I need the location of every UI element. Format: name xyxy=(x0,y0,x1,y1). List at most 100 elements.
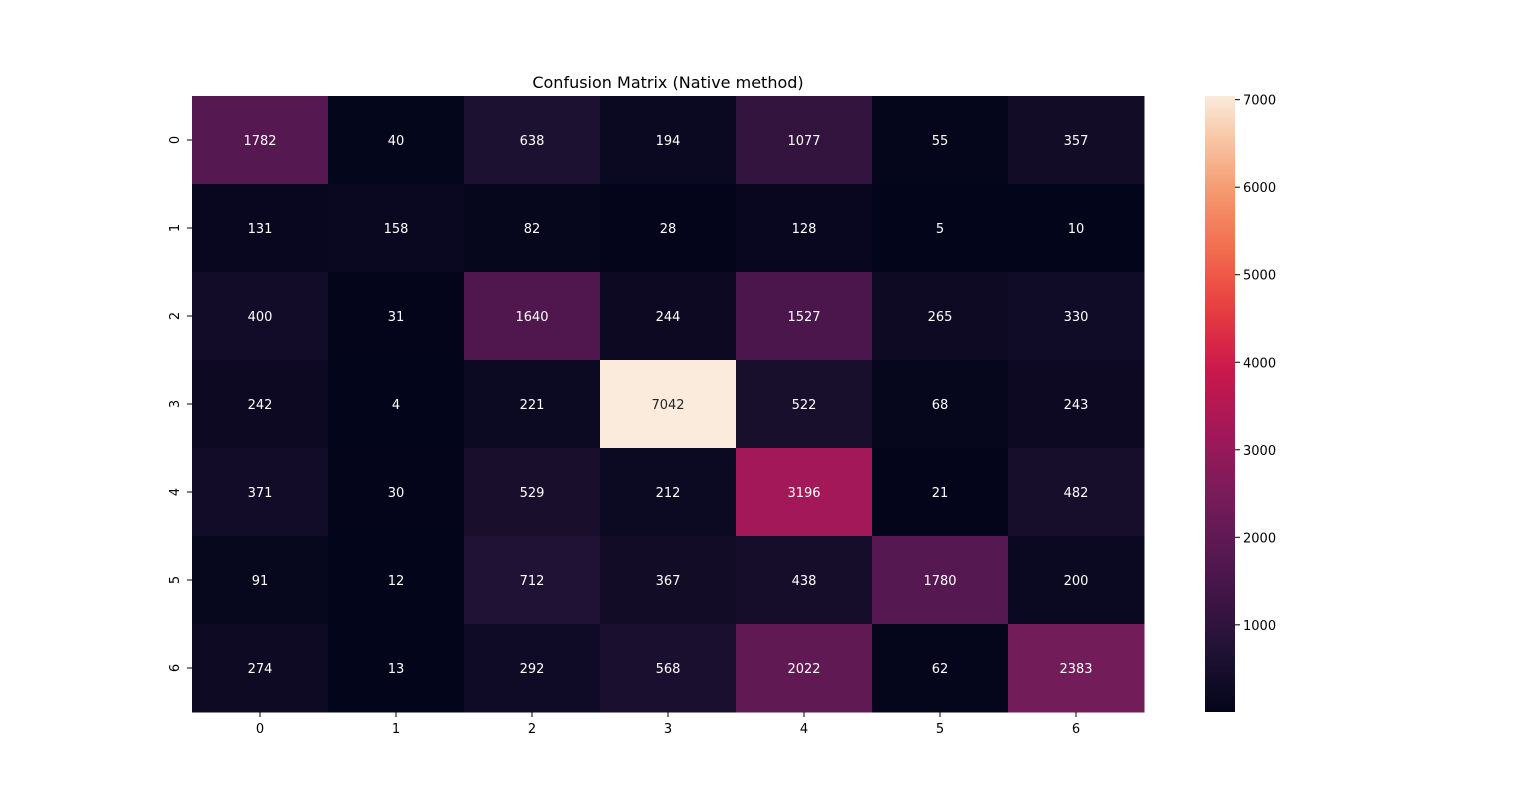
cell-value-label-4-4: 3196 xyxy=(787,486,820,501)
cell-value-label-1-3: 28 xyxy=(660,222,677,237)
heatmap-cell-2-5 xyxy=(872,272,1009,361)
x-tick-label-2: 2 xyxy=(528,722,536,737)
cell-value-label-5-6: 200 xyxy=(1064,574,1089,589)
heatmap-cell-5-2 xyxy=(464,536,601,625)
heatmap-cell-4-6 xyxy=(1008,448,1145,537)
heatmap-cell-4-2 xyxy=(464,448,601,537)
x-tick-label-5: 5 xyxy=(936,722,944,737)
heatmap-cell-3-4 xyxy=(736,360,873,449)
cell-value-label-6-1: 13 xyxy=(388,662,405,677)
cell-value-label-0-0: 1782 xyxy=(243,134,276,149)
x-tick-label-1: 1 xyxy=(392,722,400,737)
heatmap-cell-5-1 xyxy=(328,536,465,625)
colorbar-tick-label-0: 1000 xyxy=(1243,619,1276,634)
heatmap-cell-5-3 xyxy=(600,536,737,625)
cell-value-label-2-5: 265 xyxy=(928,310,953,325)
cell-value-label-0-3: 194 xyxy=(656,134,681,149)
heatmap-cell-1-1 xyxy=(328,184,465,273)
chart-title: Confusion Matrix (Native method) xyxy=(532,73,803,92)
heatmap-cell-2-2 xyxy=(464,272,601,361)
heatmap-cell-4-1 xyxy=(328,448,465,537)
heatmap-cell-3-1 xyxy=(328,360,465,449)
cell-value-label-3-2: 221 xyxy=(520,398,545,413)
cell-value-label-5-2: 712 xyxy=(520,574,545,589)
heatmap-cell-3-0 xyxy=(192,360,329,449)
heatmap-cell-6-5 xyxy=(872,624,1009,713)
heatmap-cell-1-4 xyxy=(736,184,873,273)
heatmap-cell-0-0 xyxy=(192,96,329,185)
colorbar: 1000 2000 3000 4000 5000 6000 7000 xyxy=(1205,94,1276,712)
heatmap-cell-6-2 xyxy=(464,624,601,713)
y-tick-label-5: 5 xyxy=(168,576,183,584)
cell-value-label-5-1: 12 xyxy=(388,574,405,589)
x-tick-label-4: 4 xyxy=(800,722,808,737)
heatmap-cell-1-5 xyxy=(872,184,1009,273)
cell-value-label-6-0: 274 xyxy=(248,662,273,677)
heatmap-cell-2-3 xyxy=(600,272,737,361)
heatmap-cell-0-5 xyxy=(872,96,1009,185)
cell-value-label-4-6: 482 xyxy=(1064,486,1089,501)
colorbar-gradient xyxy=(1205,96,1235,712)
cell-value-label-5-4: 438 xyxy=(792,574,817,589)
heatmap-cell-6-1 xyxy=(328,624,465,713)
heatmap-cell-5-4 xyxy=(736,536,873,625)
colorbar-tick-label-5: 6000 xyxy=(1243,181,1276,196)
cell-value-label-4-3: 212 xyxy=(656,486,681,501)
cell-value-label-4-2: 529 xyxy=(520,486,545,501)
heatmap-cell-0-6 xyxy=(1008,96,1145,185)
cell-value-label-5-0: 91 xyxy=(252,574,269,589)
cell-value-label-4-5: 21 xyxy=(932,486,949,501)
y-tick-label-6: 6 xyxy=(168,664,183,672)
cell-value-label-5-3: 367 xyxy=(656,574,681,589)
cell-value-label-6-6: 2383 xyxy=(1059,662,1092,677)
heatmap-cell-2-0 xyxy=(192,272,329,361)
x-tick-label-0: 0 xyxy=(256,722,264,737)
y-tick-label-3: 3 xyxy=(168,400,183,408)
heatmap-cell-5-6 xyxy=(1008,536,1145,625)
heatmap-cell-1-6 xyxy=(1008,184,1145,273)
cell-value-label-4-0: 371 xyxy=(248,486,273,501)
heatmap-cell-3-2 xyxy=(464,360,601,449)
heatmap-cell-3-3 xyxy=(600,360,737,449)
heatmap-cell-6-6 xyxy=(1008,624,1145,713)
cell-value-label-1-1: 158 xyxy=(384,222,409,237)
heatmap-cell-6-4 xyxy=(736,624,873,713)
heatmap-cell-2-4 xyxy=(736,272,873,361)
cell-value-label-1-6: 10 xyxy=(1068,222,1085,237)
y-axis: 0 1 2 3 4 5 6 xyxy=(168,136,192,672)
cell-value-label-5-5: 1780 xyxy=(923,574,956,589)
colorbar-tick-label-4: 5000 xyxy=(1243,269,1276,284)
cell-value-label-0-2: 638 xyxy=(520,134,545,149)
heatmap-cell-2-1 xyxy=(328,272,465,361)
y-tick-label-1: 1 xyxy=(168,224,183,232)
cell-value-label-3-0: 242 xyxy=(248,398,273,413)
x-axis: 0 1 2 3 4 5 6 xyxy=(256,712,1080,737)
cell-value-label-1-5: 5 xyxy=(936,222,944,237)
heatmap-cell-0-4 xyxy=(736,96,873,185)
heatmap-cell-1-3 xyxy=(600,184,737,273)
cell-value-label-6-4: 2022 xyxy=(787,662,820,677)
heatmap-cell-4-5 xyxy=(872,448,1009,537)
heatmap-cell-4-3 xyxy=(600,448,737,537)
heatmap-cell-0-2 xyxy=(464,96,601,185)
heatmap-cell-5-0 xyxy=(192,536,329,625)
cell-value-label-2-3: 244 xyxy=(656,310,681,325)
heatmap-cell-2-6 xyxy=(1008,272,1145,361)
heatmap-cell-3-6 xyxy=(1008,360,1145,449)
cell-value-label-3-5: 68 xyxy=(932,398,949,413)
heatmap-cell-0-3 xyxy=(600,96,737,185)
cell-value-label-3-3: 7042 xyxy=(651,398,684,413)
cell-value-label-3-6: 243 xyxy=(1064,398,1089,413)
heatmap-cell-1-0 xyxy=(192,184,329,273)
cell-value-label-0-1: 40 xyxy=(388,134,405,149)
cell-value-label-2-0: 400 xyxy=(248,310,273,325)
heatmap-cell-4-0 xyxy=(192,448,329,537)
cell-value-label-0-5: 55 xyxy=(932,134,949,149)
heatmap-cell-1-2 xyxy=(464,184,601,273)
x-tick-label-6: 6 xyxy=(1072,722,1080,737)
cell-value-label-2-1: 31 xyxy=(388,310,405,325)
colorbar-tick-label-3: 4000 xyxy=(1243,356,1276,371)
y-tick-label-2: 2 xyxy=(168,312,183,320)
y-tick-label-0: 0 xyxy=(168,136,183,144)
